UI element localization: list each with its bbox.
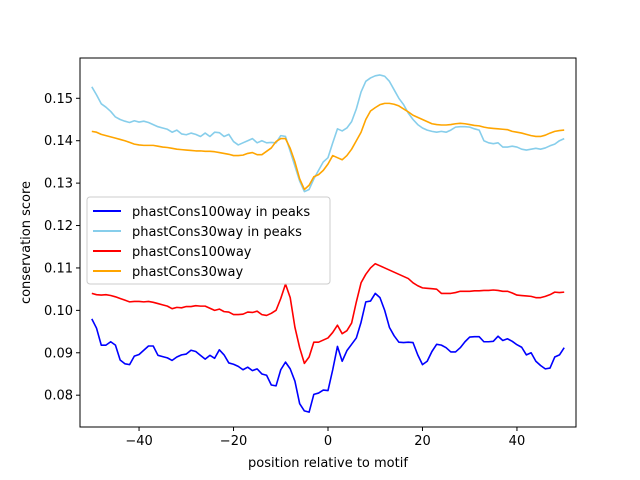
legend-label-phastcons100way-in-peaks: phastCons100way in peaks	[132, 205, 310, 220]
x-tick-label: −20	[220, 434, 247, 449]
y-axis-label: conservation score	[19, 181, 34, 304]
y-tick-label: 0.13	[44, 177, 73, 192]
x-tick-label: −40	[125, 434, 152, 449]
legend-label-phastcons30way: phastCons30way	[132, 265, 244, 280]
x-tick-label: 0	[324, 434, 332, 449]
series-layer	[91, 74, 565, 413]
legend-label-phastcons30way-in-peaks: phastCons30way in peaks	[132, 225, 302, 240]
legend-box	[86, 196, 331, 285]
y-tick-label: 0.08	[44, 389, 73, 404]
y-tick-label: 0.15	[44, 92, 73, 107]
y-tick-label: 0.11	[44, 261, 73, 276]
y-tick-label: 0.14	[44, 134, 73, 149]
series-line-phastcons30way-in-peaks	[91, 74, 565, 193]
x-tick-label: 40	[509, 434, 526, 449]
y-tick-label: 0.09	[44, 346, 73, 361]
series-line-phastcons100way	[91, 262, 565, 365]
x-tick-label: 20	[414, 434, 431, 449]
legend: phastCons100way in peaks phastCons30way …	[86, 196, 331, 285]
x-axis-label: position relative to motif	[248, 456, 408, 471]
y-tick-label: 0.10	[44, 304, 73, 319]
legend-label-phastcons100way: phastCons100way	[132, 245, 252, 260]
y-tick-label: 0.12	[44, 219, 73, 234]
y-axis: 0.08 0.09 0.10 0.11 0.12 0.13 0.14 0.15	[44, 92, 80, 404]
x-axis: −40 −20 0 20 40	[125, 427, 525, 449]
series-line-phastcons100way-in-peaks	[91, 292, 565, 413]
series-line-phastcons30way	[91, 102, 565, 191]
